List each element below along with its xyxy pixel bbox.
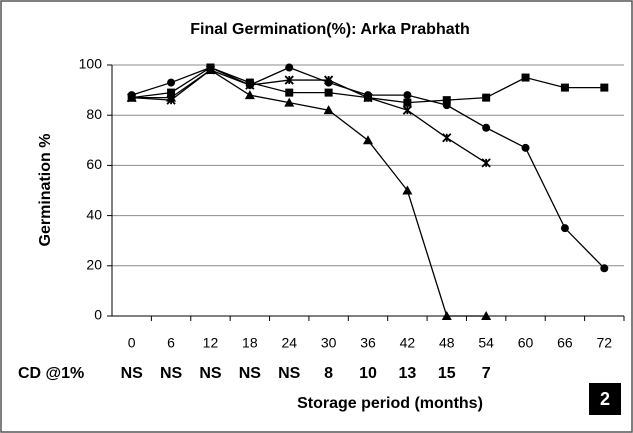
marker — [285, 88, 294, 97]
y-axis-label: Germination % — [37, 134, 54, 247]
marker — [245, 80, 255, 90]
y-tick-label: 0 — [94, 307, 102, 323]
x-tick-label: 72 — [597, 335, 613, 351]
marker — [481, 311, 492, 320]
cd-value: NS — [239, 365, 262, 382]
marker — [284, 97, 295, 107]
chart-title: Final Germination(%): Arka Prabhath — [190, 21, 469, 38]
series-line — [131, 69, 487, 164]
cd-value: NS — [278, 365, 301, 382]
marker — [442, 96, 451, 105]
cd-value: 7 — [482, 365, 491, 382]
marker — [323, 75, 334, 85]
x-tick-label: 54 — [478, 335, 494, 351]
marker — [127, 92, 137, 103]
cd-value: NS — [199, 365, 222, 382]
cd-value: NS — [121, 365, 144, 382]
marker — [442, 101, 451, 110]
marker — [481, 158, 491, 168]
marker — [482, 93, 491, 102]
y-tick-label: 60 — [86, 156, 102, 172]
marker — [166, 95, 176, 105]
cd-value: 8 — [324, 365, 333, 382]
marker — [403, 98, 412, 107]
marker — [402, 105, 413, 115]
marker — [560, 224, 569, 233]
marker — [167, 88, 176, 97]
cd-label: CD @1% — [18, 365, 84, 382]
badge: 2 — [600, 389, 610, 409]
y-tick-label: 80 — [86, 106, 102, 122]
x-tick-label: 60 — [518, 335, 534, 351]
marker — [402, 185, 413, 195]
marker — [442, 133, 452, 143]
marker — [521, 73, 530, 82]
x-axis-label: Storage period (months) — [297, 395, 483, 412]
x-tick-label: 6 — [167, 335, 175, 351]
marker — [167, 78, 176, 87]
x-tick-label: 48 — [439, 335, 455, 351]
x-tick-label: 24 — [281, 335, 297, 351]
x-tick-label: 42 — [400, 335, 416, 351]
marker — [521, 143, 530, 152]
x-tick-label: 30 — [321, 335, 337, 351]
marker — [363, 92, 373, 103]
x-tick-label: 66 — [557, 335, 573, 351]
badge-box — [589, 383, 621, 415]
marker — [244, 90, 255, 100]
series-line — [131, 69, 487, 317]
cd-value: NS — [160, 365, 183, 382]
marker — [284, 75, 294, 85]
y-tick-label: 40 — [86, 206, 102, 222]
cd-value: 13 — [398, 365, 416, 382]
cd-value: 15 — [438, 365, 456, 382]
marker — [600, 264, 609, 273]
marker — [482, 123, 491, 132]
y-tick-label: 100 — [79, 56, 103, 72]
y-tick-label: 20 — [86, 257, 102, 273]
x-tick-label: 18 — [242, 335, 258, 351]
x-tick-label: 36 — [360, 335, 376, 351]
marker — [323, 105, 334, 115]
x-tick-label: 0 — [128, 335, 136, 351]
marker — [403, 91, 412, 100]
marker — [441, 311, 452, 320]
marker — [600, 83, 609, 92]
marker — [285, 63, 294, 72]
marker — [205, 65, 216, 75]
marker — [560, 83, 569, 92]
cd-value: 10 — [359, 365, 377, 382]
x-tick-label: 12 — [203, 335, 219, 351]
marker — [324, 88, 333, 97]
marker — [363, 135, 373, 145]
